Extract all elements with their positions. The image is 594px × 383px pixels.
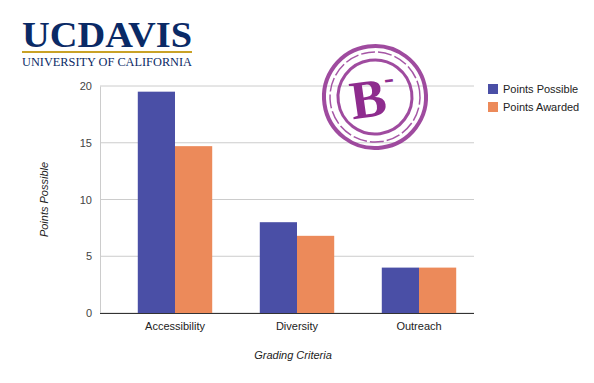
legend-swatch [488, 102, 498, 112]
x-tick-label: Outreach [396, 320, 441, 332]
bar [419, 268, 456, 313]
y-tick: 0 [86, 307, 100, 319]
x-axis-line [100, 313, 474, 314]
y-axis-title: Points Possible [38, 162, 50, 237]
bar [175, 146, 212, 313]
y-tick-label: 15 [80, 137, 92, 149]
legend: Points Possible Points Awarded [488, 83, 579, 113]
y-tick: 10 [80, 194, 100, 206]
stamp-ring [333, 55, 417, 139]
stamp: B- [317, 39, 432, 154]
x-axis: Accessibility Diversity Outreach [100, 313, 474, 332]
x-tick-label: Accessibility [145, 320, 205, 332]
y-tick: 20 [80, 80, 100, 92]
y-tick: 5 [86, 250, 100, 262]
logo-wordmark: UCDAVIS [22, 15, 192, 55]
x-tick-label: Diversity [276, 320, 319, 332]
logo-rule [22, 51, 192, 53]
legend-item: Points Awarded [488, 101, 579, 113]
grid [100, 86, 474, 313]
chart-svg: UCDAVISUNIVERSITY OF CALIFORNIA B- 0 5 10 15 2… [0, 0, 594, 383]
stamp-ring [324, 46, 426, 148]
stamp-ring [317, 39, 432, 154]
stamp-grade: B- [345, 60, 400, 131]
x-tick: Diversity [276, 313, 319, 332]
y-tick-label: 20 [80, 80, 92, 92]
x-tick: Accessibility [145, 313, 205, 332]
y-axis: 0 5 10 15 20 [80, 80, 101, 319]
bars [138, 92, 456, 313]
bar [297, 236, 334, 313]
y-tick-label: 0 [86, 307, 92, 319]
x-axis-title: Grading Criteria [254, 349, 332, 361]
legend-label: Points Awarded [503, 101, 579, 113]
bar [260, 222, 297, 313]
bar [382, 268, 419, 313]
x-tick: Outreach [396, 313, 441, 332]
bar [138, 92, 175, 313]
legend-item: Points Possible [488, 83, 578, 95]
y-tick-label: 10 [80, 194, 92, 206]
y-tick-label: 5 [86, 250, 92, 262]
logo-subtitle: UNIVERSITY OF CALIFORNIA [22, 55, 192, 69]
y-tick: 15 [80, 137, 100, 149]
legend-label: Points Possible [503, 83, 578, 95]
y-axis-line [100, 87, 101, 314]
legend-swatch [488, 84, 498, 94]
